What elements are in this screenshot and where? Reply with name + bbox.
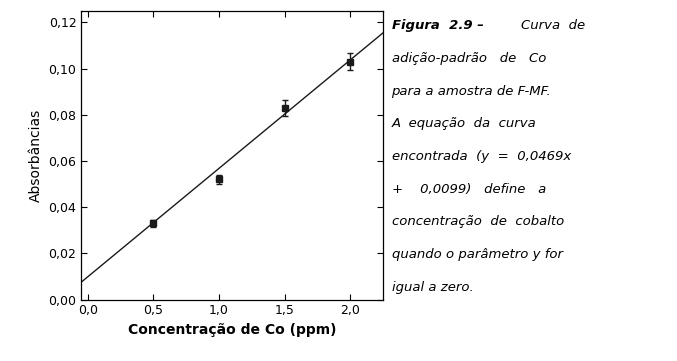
Text: concentração  de  cobalto: concentração de cobalto: [391, 215, 564, 228]
Text: igual a zero.: igual a zero.: [391, 280, 473, 293]
Text: quando o parâmetro y for: quando o parâmetro y for: [391, 248, 563, 261]
Text: Figura  2.9 –: Figura 2.9 –: [391, 19, 493, 32]
Text: Curva  de: Curva de: [521, 19, 585, 32]
Text: +    0,0099)   define   a: + 0,0099) define a: [391, 183, 546, 196]
X-axis label: Concentração de Co (ppm): Concentração de Co (ppm): [128, 323, 336, 337]
Y-axis label: Absorbâncias: Absorbâncias: [29, 109, 43, 202]
Text: encontrada  (y  =  0,0469x: encontrada (y = 0,0469x: [391, 150, 571, 163]
Text: para a amostra de F-MF.: para a amostra de F-MF.: [391, 85, 551, 98]
Text: adição-padrão   de   Co: adição-padrão de Co: [391, 52, 546, 65]
Text: A  equação  da  curva: A equação da curva: [391, 117, 536, 130]
